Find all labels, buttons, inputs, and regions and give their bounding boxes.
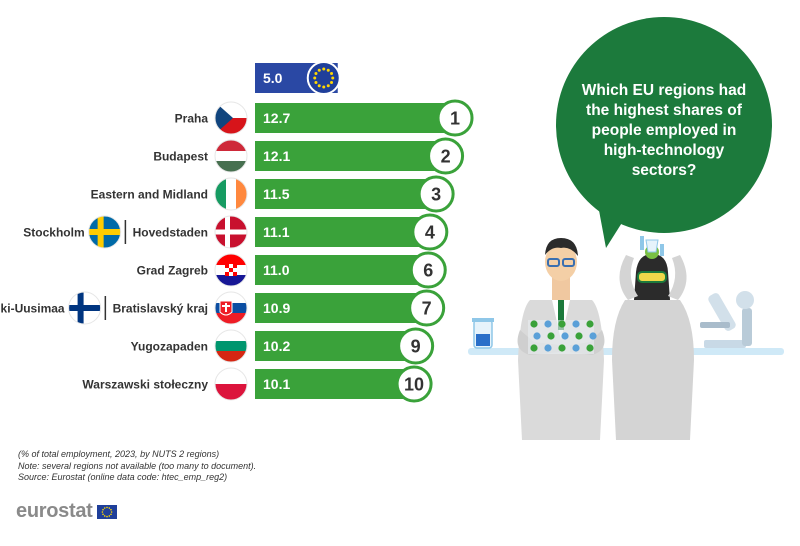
rank-label-8: 10 <box>404 375 424 395</box>
region-label-6: Bratislavský kraj <box>113 302 208 316</box>
flag-croatia-icon <box>214 253 248 287</box>
flag-czechia-icon <box>214 101 248 135</box>
eurostat-logo: eurostat <box>16 500 117 523</box>
rank-badge-8 <box>395 365 433 403</box>
bubble-line-4: high-technology <box>604 142 725 159</box>
rank-badge-3 <box>417 175 455 213</box>
eu-flag-icon <box>96 504 117 519</box>
bar-1 <box>255 103 456 133</box>
rank-label-1: 1 <box>450 109 460 129</box>
bar-7 <box>255 331 416 361</box>
region-label-4-secondary: Stockholm <box>23 226 84 240</box>
flag-poland-icon <box>214 367 248 401</box>
bubble-line-5: sectors? <box>632 162 697 179</box>
rank-label-6: 7 <box>422 299 432 319</box>
eu-flag-icon <box>306 61 341 95</box>
rank-label-3: 3 <box>431 185 441 205</box>
flag-ireland-icon <box>214 177 248 211</box>
chart-notes: (% of total employment, 2023, by NUTS 2 … <box>18 449 256 484</box>
bubble-line-3: people employed in <box>592 122 737 139</box>
rank-badge-5 <box>409 251 447 289</box>
value-label-6: 10.9 <box>263 300 290 316</box>
bubble-line-1: Which EU regions had <box>582 82 746 99</box>
value-label-3: 11.5 <box>263 186 290 202</box>
rank-badge-1 <box>436 99 474 137</box>
bar-5 <box>255 255 429 285</box>
flag-hungary-icon <box>214 139 248 173</box>
flag-finland-icon <box>68 291 102 325</box>
value-label-4: 11.1 <box>263 224 290 240</box>
rank-label-2: 2 <box>441 147 451 167</box>
bar-2 <box>255 141 446 171</box>
flag-bulgaria-icon <box>214 329 248 363</box>
notes-line-source: Source: Eurostat (online data code: htec… <box>18 472 228 482</box>
beaker-icon <box>472 318 494 349</box>
bubble-text: Which EU regions had the highest shares o… <box>582 82 746 179</box>
rank-badge-4 <box>411 213 449 251</box>
bar-8 <box>255 369 415 399</box>
region-label-3: Eastern and Midland <box>91 188 208 202</box>
rank-label-7: 9 <box>411 337 421 357</box>
rank-label-4: 4 <box>425 223 435 243</box>
flags-layer <box>68 61 341 401</box>
rank-label-5: 6 <box>423 261 433 281</box>
region-label-2: Budapest <box>153 150 208 164</box>
value-label-2: 12.1 <box>263 148 290 164</box>
flag-sweden-icon <box>88 215 122 249</box>
bar-4 <box>255 217 430 247</box>
lab-illustration <box>468 236 784 440</box>
molecule-model-icon <box>528 320 597 354</box>
value-label-1: 12.7 <box>263 110 290 126</box>
value-label-eu: 5.0 <box>263 70 283 86</box>
region-label-5: Grad Zagreb <box>137 264 208 278</box>
region-label-1: Praha <box>175 112 209 126</box>
labels-layer: 5.0 12.7 1 Praha 12.1 2 Budapest 11.5 3 Eastern a… <box>0 70 460 395</box>
speech-bubble: Which EU regions had the highest shares o… <box>556 17 772 248</box>
bar-6 <box>255 293 427 323</box>
microscope-icon <box>700 291 754 348</box>
logo-text: eurostat <box>16 500 93 522</box>
bubble-line-2: the highest shares of <box>586 102 743 119</box>
rank-badge-7 <box>397 327 435 365</box>
notes-line-note: Note: several regions not available (too… <box>18 460 257 471</box>
separator-6 <box>104 296 107 320</box>
bars-layer <box>255 63 474 403</box>
notes-line-units: (% of total employment, 2023, by NUTS 2 … <box>18 449 220 459</box>
flag-denmark-icon <box>214 215 248 249</box>
value-label-7: 10.2 <box>263 338 290 354</box>
rank-badge-2 <box>427 137 465 175</box>
region-label-8: Warszawski stołeczny <box>82 378 208 392</box>
region-label-4: Hovedstaden <box>133 226 208 240</box>
rank-badge-6 <box>408 289 446 327</box>
value-label-5: 11.0 <box>263 262 290 278</box>
value-label-8: 10.1 <box>263 376 290 392</box>
separator-4 <box>124 220 127 244</box>
region-label-7: Yugozapaden <box>131 340 208 354</box>
bar-3 <box>255 179 437 209</box>
scientist-woman <box>612 236 694 440</box>
region-label-6-secondary: Helsinki-Uusimaa <box>0 302 65 316</box>
flag-slovakia-icon <box>214 291 248 325</box>
